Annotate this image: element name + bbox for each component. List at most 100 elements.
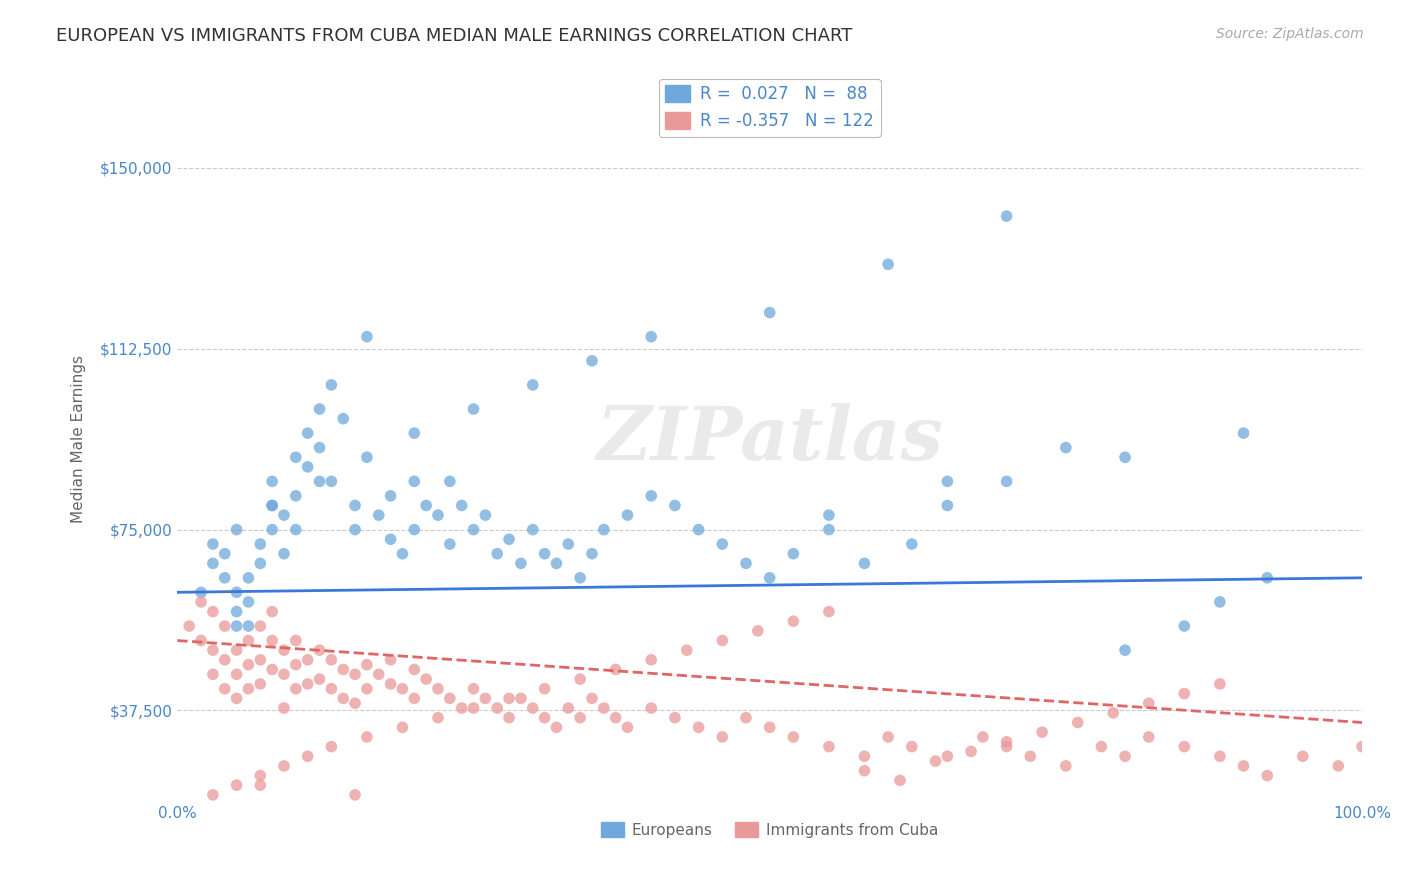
Point xyxy=(391,681,413,696)
Point xyxy=(262,663,284,677)
Point xyxy=(367,667,389,681)
Point xyxy=(190,585,212,599)
Point xyxy=(818,523,841,537)
Point xyxy=(463,523,485,537)
Point xyxy=(238,595,260,609)
Point xyxy=(404,475,426,489)
Point xyxy=(818,605,841,619)
Point xyxy=(249,778,271,792)
Point xyxy=(640,489,662,503)
Point xyxy=(533,681,555,696)
Point xyxy=(877,257,900,271)
Point xyxy=(711,537,734,551)
Point xyxy=(238,571,260,585)
Point xyxy=(321,653,343,667)
Point xyxy=(450,499,472,513)
Point xyxy=(262,499,284,513)
Point xyxy=(522,701,544,715)
Point xyxy=(427,508,450,522)
Point xyxy=(463,402,485,417)
Point xyxy=(995,209,1018,223)
Point xyxy=(439,475,461,489)
Point xyxy=(238,619,260,633)
Point xyxy=(249,768,271,782)
Point xyxy=(901,739,924,754)
Point xyxy=(214,619,236,633)
Point xyxy=(439,537,461,551)
Point xyxy=(936,475,959,489)
Point xyxy=(238,657,260,672)
Point xyxy=(380,489,402,503)
Point xyxy=(404,663,426,677)
Point xyxy=(284,633,307,648)
Point xyxy=(664,711,686,725)
Point xyxy=(297,677,319,691)
Point xyxy=(605,663,627,677)
Point xyxy=(284,523,307,537)
Point xyxy=(782,614,804,628)
Text: EUROPEAN VS IMMIGRANTS FROM CUBA MEDIAN MALE EARNINGS CORRELATION CHART: EUROPEAN VS IMMIGRANTS FROM CUBA MEDIAN … xyxy=(56,27,852,45)
Point xyxy=(201,643,224,657)
Point xyxy=(735,711,758,725)
Point xyxy=(936,749,959,764)
Point xyxy=(1054,441,1077,455)
Point xyxy=(238,681,260,696)
Point xyxy=(308,475,330,489)
Point xyxy=(877,730,900,744)
Point xyxy=(214,653,236,667)
Point xyxy=(427,711,450,725)
Point xyxy=(936,499,959,513)
Point xyxy=(356,329,378,343)
Point xyxy=(486,547,509,561)
Point xyxy=(569,711,592,725)
Point xyxy=(1114,450,1136,465)
Point xyxy=(201,557,224,571)
Point xyxy=(782,547,804,561)
Point xyxy=(711,633,734,648)
Point xyxy=(225,585,247,599)
Point xyxy=(344,499,367,513)
Point xyxy=(1114,749,1136,764)
Point xyxy=(284,681,307,696)
Point xyxy=(557,537,579,551)
Point xyxy=(522,523,544,537)
Point xyxy=(273,667,295,681)
Point xyxy=(344,667,367,681)
Point xyxy=(889,773,911,788)
Point xyxy=(321,739,343,754)
Point xyxy=(273,643,295,657)
Point xyxy=(190,633,212,648)
Point xyxy=(284,450,307,465)
Point xyxy=(498,533,520,547)
Point xyxy=(391,547,413,561)
Point xyxy=(214,681,236,696)
Point xyxy=(569,571,592,585)
Point xyxy=(225,605,247,619)
Point xyxy=(1327,759,1350,773)
Point xyxy=(853,749,876,764)
Point xyxy=(249,619,271,633)
Point xyxy=(995,475,1018,489)
Point xyxy=(605,711,627,725)
Point xyxy=(297,749,319,764)
Point xyxy=(321,475,343,489)
Point xyxy=(1031,725,1053,739)
Point xyxy=(249,537,271,551)
Point xyxy=(225,643,247,657)
Point xyxy=(853,764,876,778)
Point xyxy=(486,701,509,715)
Point xyxy=(380,533,402,547)
Point xyxy=(1114,643,1136,657)
Point xyxy=(404,523,426,537)
Point xyxy=(238,633,260,648)
Point xyxy=(262,633,284,648)
Point xyxy=(225,619,247,633)
Point xyxy=(509,691,531,706)
Point xyxy=(1066,715,1088,730)
Point xyxy=(1019,749,1042,764)
Point xyxy=(782,730,804,744)
Point xyxy=(688,720,710,734)
Point xyxy=(380,677,402,691)
Point xyxy=(225,523,247,537)
Point xyxy=(1209,749,1232,764)
